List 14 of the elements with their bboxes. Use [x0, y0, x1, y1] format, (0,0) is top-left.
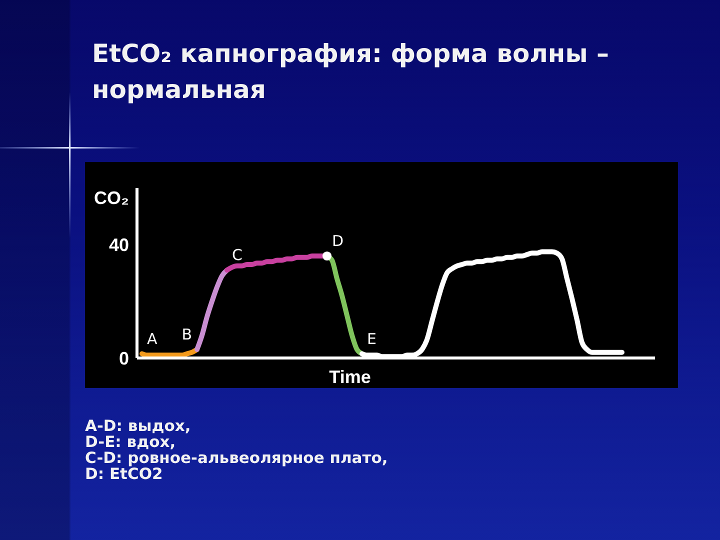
data-label: A — [147, 330, 158, 348]
chart-title: EtCO₂ капнография: форма волны – нормальная — [92, 38, 610, 106]
x-axis-title: Time — [328, 366, 372, 388]
text: A-D: выдох, — [85, 417, 192, 435]
data-label: B — [182, 326, 192, 344]
text: C-D: ровное-альвеолярное плато, — [85, 449, 388, 467]
data-label: D — [332, 232, 344, 250]
y-tick-label: 40 — [108, 235, 129, 256]
data-label: E — [367, 330, 376, 348]
y-tick-label: 0 — [118, 348, 129, 368]
data-label: C — [232, 246, 242, 264]
text: D: EtCO2 — [85, 465, 163, 483]
text: D-E: вдох, — [85, 433, 176, 451]
y-axis-title: CO₂ — [94, 187, 129, 209]
